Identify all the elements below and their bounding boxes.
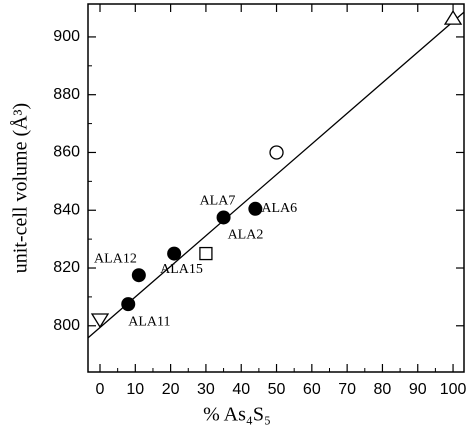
point <box>269 145 284 160</box>
annotation: ALA12 <box>94 251 137 266</box>
y-tick-label: 800 <box>53 317 80 334</box>
x-tick-label: 100 <box>440 381 467 398</box>
x-tick-label: 70 <box>338 381 356 398</box>
x-tick-label: 30 <box>197 381 215 398</box>
x-tick-label: 50 <box>268 381 286 398</box>
point <box>216 210 231 225</box>
y-tick-label: 860 <box>53 144 80 161</box>
point <box>443 9 463 25</box>
x-tick-label: 90 <box>409 381 427 398</box>
x-tick-label: 0 <box>96 381 105 398</box>
point <box>248 201 263 216</box>
y-tick-label: 840 <box>53 201 80 218</box>
point <box>131 268 146 283</box>
annotation: ALA11 <box>128 314 170 329</box>
annotation: ALA2 <box>228 228 264 243</box>
annotation: ALA15 <box>160 262 203 277</box>
x-tick-label: 10 <box>126 381 144 398</box>
x-tick-label: 40 <box>232 381 250 398</box>
point <box>121 297 136 312</box>
point <box>199 246 213 261</box>
point <box>167 246 182 261</box>
annotation: ALA6 <box>261 201 297 216</box>
y-tick-label: 900 <box>53 28 80 45</box>
annotation: ALA7 <box>200 194 236 209</box>
y-tick-label: 820 <box>53 259 80 276</box>
x-tick-label: 60 <box>303 381 321 398</box>
y-tick-label: 880 <box>53 86 80 103</box>
point <box>90 313 110 329</box>
x-tick-label: 20 <box>162 381 180 398</box>
x-tick-label: 80 <box>374 381 392 398</box>
fit-line <box>87 11 465 339</box>
x-axis-title: % As₄S₅ <box>203 404 271 426</box>
y-axis-title: unit-cell volume (Å³) <box>10 103 32 273</box>
